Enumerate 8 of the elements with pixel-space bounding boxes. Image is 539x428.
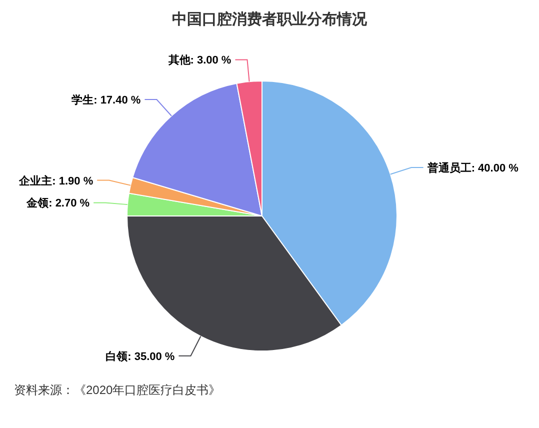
- slice-label: 普通员工: 40.00 %: [426, 161, 519, 174]
- slice-label: 白领: 35.00 %: [106, 350, 175, 363]
- slice-label: 其他: 3.00 %: [167, 54, 232, 67]
- slice-label: 学生: 17.40 %: [72, 94, 141, 107]
- slice-label: 企业主: 1.90 %: [18, 174, 94, 188]
- text: 资料来源：《2020年口腔医疗白皮书》: [14, 383, 221, 397]
- chart-title: 中国口腔消费者职业分布情况: [172, 10, 368, 28]
- slice-label: 金领: 2.70 %: [26, 196, 90, 210]
